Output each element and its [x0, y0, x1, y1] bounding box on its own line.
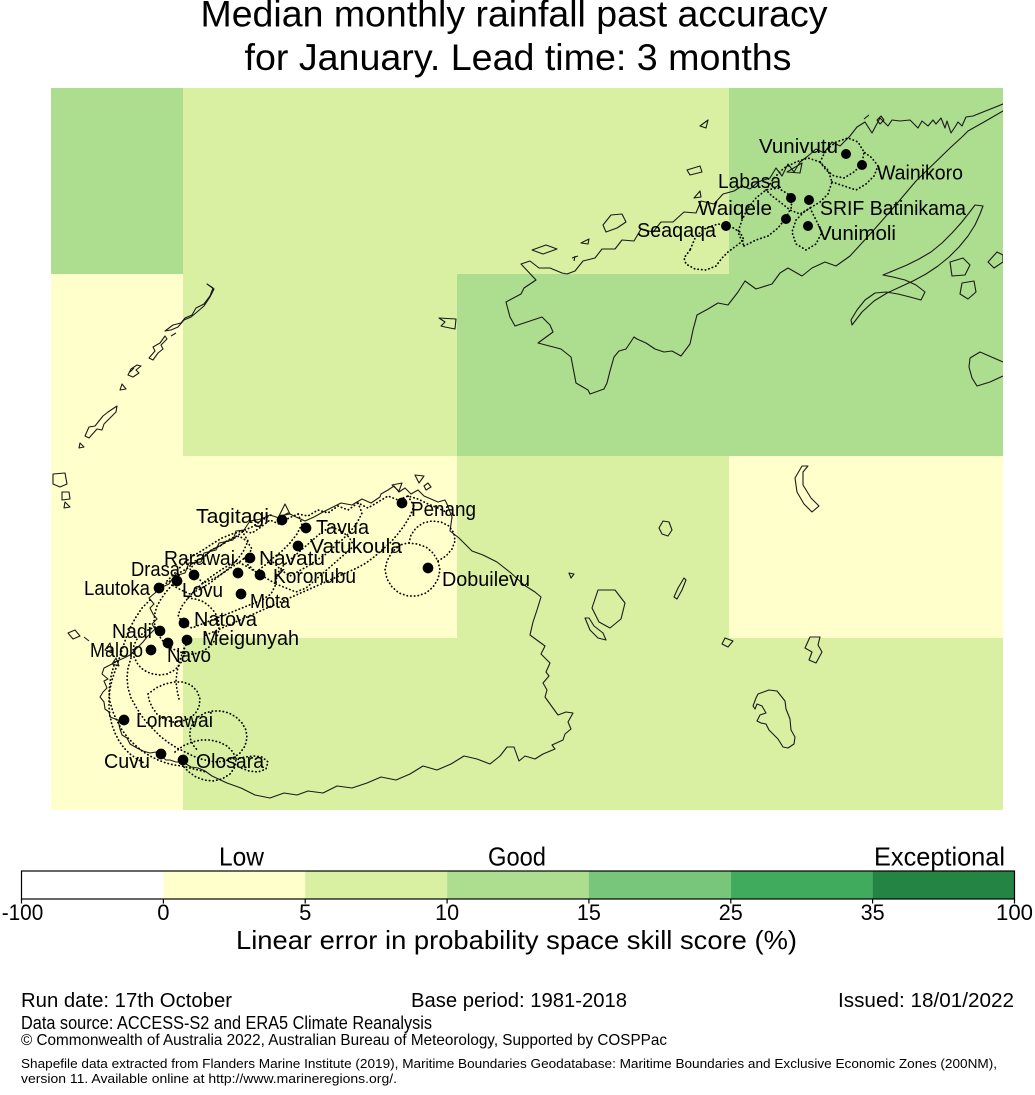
svg-text:SRIF Batinikama: SRIF Batinikama [820, 198, 967, 220]
svg-text:Base period: 1981-2018: Base period: 1981-2018 [411, 990, 627, 1012]
svg-text:Labasa: Labasa [718, 171, 782, 193]
svg-text:Vunivutu: Vunivutu [759, 136, 838, 158]
svg-text:Seaqaqa: Seaqaqa [637, 220, 717, 242]
svg-text:15: 15 [577, 900, 601, 925]
svg-text:Olosara: Olosara [196, 751, 265, 773]
svg-text:Lomawai: Lomawai [136, 710, 213, 732]
svg-text:Low: Low [219, 842, 264, 872]
svg-text:Lovu: Lovu [182, 580, 223, 602]
svg-text:Vunimoli: Vunimoli [818, 223, 896, 245]
svg-text:Tavua: Tavua [316, 517, 370, 539]
svg-text:Rarawai: Rarawai [164, 548, 235, 570]
svg-text:Good: Good [488, 842, 546, 872]
svg-text:Waiqele: Waiqele [698, 198, 772, 220]
svg-text:Lautoka: Lautoka [84, 578, 151, 600]
svg-text:Median monthly rainfall past a: Median monthly rainfall past accuracy [201, 0, 829, 35]
svg-text:Navo: Navo [167, 645, 211, 667]
svg-text:version 11. Available online a: version 11. Available online at http://w… [21, 1071, 397, 1086]
svg-text:Exceptional: Exceptional [874, 842, 1005, 872]
svg-text:Vatukoula: Vatukoula [310, 536, 403, 558]
svg-text:Issued: 18/01/2022: Issued: 18/01/2022 [838, 990, 1014, 1012]
svg-text:Koronubu: Koronubu [273, 566, 356, 588]
svg-text:Malolo: Malolo [90, 640, 143, 662]
svg-text:Wainikoro: Wainikoro [877, 163, 963, 185]
svg-text:Navatu: Navatu [259, 548, 325, 570]
svg-text:Data source: ACCESS-S2 and ERA: Data source: ACCESS-S2 and ERA5 Climate … [21, 1013, 432, 1033]
svg-text:Natova: Natova [194, 609, 258, 631]
svg-text:5: 5 [299, 900, 311, 925]
svg-text:10: 10 [435, 900, 459, 925]
svg-text:0: 0 [157, 900, 169, 925]
svg-text:Dobuilevu: Dobuilevu [442, 569, 530, 591]
svg-text:Shapefile data extracted from: Shapefile data extracted from Flanders M… [21, 1056, 997, 1071]
svg-text:Drasa: Drasa [131, 559, 181, 581]
svg-text:Nadi: Nadi [112, 621, 152, 643]
svg-text:25: 25 [719, 900, 743, 925]
svg-text:Linear error in probability sp: Linear error in probability space skill … [236, 925, 797, 955]
svg-text:Meigunyah: Meigunyah [202, 628, 299, 650]
svg-text:Mota: Mota [250, 591, 291, 613]
svg-text:100: 100 [996, 900, 1033, 925]
svg-text:© Commonwealth of Australia 20: © Commonwealth of Australia 2022, Austra… [21, 1032, 667, 1049]
svg-text:35: 35 [861, 900, 885, 925]
svg-text:Cuvu: Cuvu [104, 751, 150, 773]
svg-text:Run date: 17th October: Run date: 17th October [21, 990, 232, 1012]
svg-text:Tagitagi: Tagitagi [196, 506, 269, 528]
svg-text:for January. Lead time: 3 mont: for January. Lead time: 3 months [245, 37, 792, 78]
svg-text:-100: -100 [2, 900, 44, 925]
svg-text:Penang: Penang [411, 499, 476, 521]
